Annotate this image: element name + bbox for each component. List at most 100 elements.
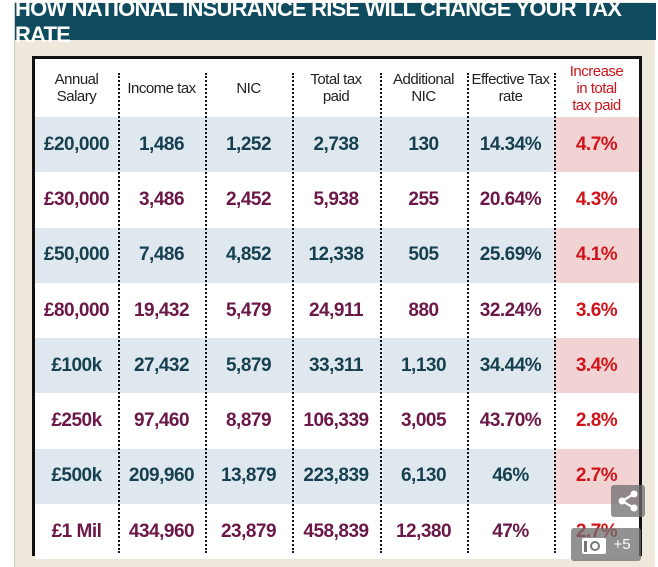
table-cell: 106,339 <box>292 394 380 449</box>
cell-value: 4.7% <box>575 133 618 155</box>
cell-value: 2,452 <box>225 188 272 210</box>
column-divider <box>292 73 294 553</box>
share-icon <box>618 490 638 512</box>
cell-value: 434,960 <box>128 520 195 542</box>
table-row: £250k 97,460 8,879 106,339 3,005 43.70% 2.8% <box>35 393 639 449</box>
table-cell: 12,380 <box>380 504 467 559</box>
table-cell: 3.6% <box>554 283 639 338</box>
column-header: Annual Salary <box>35 59 118 117</box>
cell-value: £50,000 <box>43 244 110 266</box>
table-cell: 4.7% <box>554 117 639 173</box>
table-cell: £80,000 <box>35 283 118 338</box>
table-cell: £20,000 <box>35 117 118 172</box>
column-header-label: Effective Tax rate <box>471 71 551 105</box>
column-header-label: Additional NIC <box>393 71 454 105</box>
table-cell: £500k <box>35 449 118 504</box>
gallery-button[interactable]: +5 <box>571 528 641 561</box>
table-row: £20,000 1,486 1,252 2,738 130 14.34% 4.7% <box>35 117 639 173</box>
column-header: Total tax paid <box>292 59 380 117</box>
table-cell: 1,486 <box>118 117 205 172</box>
table-cell: 223,839 <box>292 449 380 504</box>
cell-value: 19,432 <box>133 299 190 321</box>
table-cell: 4.1% <box>554 227 639 283</box>
cell-value: 4,852 <box>225 244 272 266</box>
column-divider <box>467 73 469 553</box>
cell-value: 880 <box>408 299 439 321</box>
column-header-label: NIC <box>236 79 261 97</box>
table-header-row: Annual Salary Income tax NIC Total tax paid… <box>35 59 639 117</box>
cell-value: 4.3% <box>575 188 618 210</box>
table-cell: 13,879 <box>205 449 292 504</box>
table-cell: 3.4% <box>554 338 639 394</box>
table-cell: 458,839 <box>292 504 380 559</box>
column-divider <box>380 73 382 553</box>
cell-value: 47% <box>492 520 529 542</box>
table-cell: £50,000 <box>35 228 118 283</box>
share-button[interactable] <box>611 485 645 517</box>
table-cell: 12,338 <box>292 228 380 283</box>
cell-value: 33,311 <box>308 354 364 376</box>
cell-value: 27,432 <box>133 354 190 376</box>
tax-table: Annual Salary Income tax NIC Total tax paid… <box>32 56 642 560</box>
table-cell: 32.24% <box>467 283 554 338</box>
table-cell: 3,486 <box>118 172 205 227</box>
cell-value: 2.8% <box>575 410 618 432</box>
table-cell: 880 <box>380 283 467 338</box>
cell-value: £30,000 <box>43 188 110 210</box>
table-cell: £100k <box>35 338 118 393</box>
table-cell: 2,738 <box>292 117 380 172</box>
table-cell: 7,486 <box>118 228 205 283</box>
cell-value: 458,839 <box>303 520 369 542</box>
table-cell: 4,852 <box>205 228 292 283</box>
table-cell: 3,005 <box>380 394 467 449</box>
cell-value: 3,005 <box>400 410 447 432</box>
table-cell: 19,432 <box>118 283 205 338</box>
cell-value: £1 Mil <box>51 520 102 542</box>
cell-value: 6,130 <box>400 465 447 487</box>
table-row: £30,000 3,486 2,452 5,938 255 20.64% 4.3% <box>35 172 639 228</box>
column-header: Additional NIC <box>380 59 467 117</box>
cell-value: 20.64% <box>479 188 542 210</box>
cell-value: 8,879 <box>225 410 272 432</box>
table-cell: 5,479 <box>205 283 292 338</box>
cell-value: £250k <box>51 410 102 432</box>
table-cell: 2.7% <box>554 448 639 505</box>
column-header: Income tax <box>118 59 205 117</box>
cell-value: 130 <box>408 133 439 155</box>
column-header-label: Total tax paid <box>310 71 362 105</box>
page-title: HOW NATIONAL INSURANCE RISE WILL CHANGE … <box>15 0 656 47</box>
cell-value: 32.24% <box>479 299 542 321</box>
table-cell: 2,452 <box>205 172 292 227</box>
table-cell: 20.64% <box>467 172 554 227</box>
table-cell: 97,460 <box>118 394 205 449</box>
cell-value: 5,879 <box>225 354 272 376</box>
table-row: £50,000 7,486 4,852 12,338 505 25.69% 4.1% <box>35 227 639 283</box>
cell-value: 1,252 <box>225 133 272 155</box>
cell-value: 1,486 <box>138 133 185 155</box>
cell-value: 2,738 <box>313 133 359 155</box>
cell-value: 3.6% <box>575 299 618 321</box>
cell-value: 1,130 <box>400 354 447 376</box>
cell-value: 106,339 <box>303 410 369 432</box>
gallery-count: +5 <box>613 536 631 553</box>
table-cell: 47% <box>467 504 554 559</box>
cell-value: 505 <box>408 244 439 266</box>
table-cell: £1 Mil <box>35 504 118 559</box>
table-cell: £250k <box>35 394 118 449</box>
column-header-label: Income tax <box>127 79 196 97</box>
column-header-label: Annual Salary <box>54 71 99 105</box>
cell-value: 255 <box>408 188 439 210</box>
camera-icon <box>582 537 607 554</box>
cell-value: 14.34% <box>479 133 542 155</box>
table-cell: 23,879 <box>205 504 292 559</box>
table-cell: 209,960 <box>118 449 205 504</box>
table-cell: £30,000 <box>35 172 118 227</box>
cell-value: 3,486 <box>138 188 185 210</box>
table-cell: 8,879 <box>205 394 292 449</box>
cell-value: 223,839 <box>303 465 369 487</box>
column-divider <box>554 73 556 553</box>
cell-value: £100k <box>51 354 102 376</box>
cell-value: £500k <box>51 465 102 487</box>
cell-value: 34.44% <box>479 354 542 376</box>
table-cell: 5,879 <box>205 338 292 393</box>
